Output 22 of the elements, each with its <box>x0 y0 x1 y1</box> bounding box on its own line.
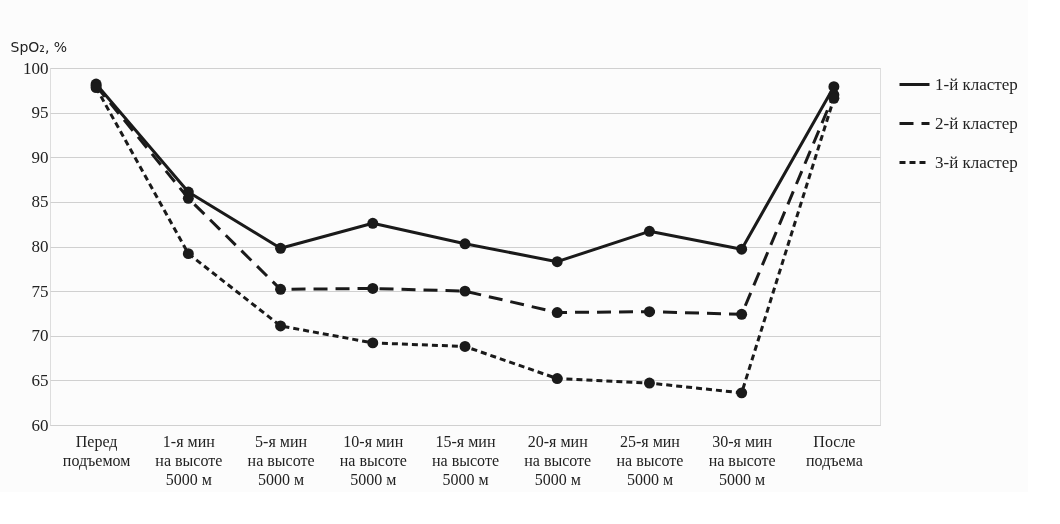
x-tick-label: 15-я мин на высоте 5000 м <box>432 432 499 488</box>
y-tick-label: 75 <box>31 281 49 301</box>
x-tick-label: 20-я мин на высоте 5000 м <box>524 432 592 488</box>
y-tick-label: 80 <box>31 237 49 256</box>
x-tick-label: 30-я мин на высоте 5000 м <box>708 432 776 488</box>
x-tick-label: 25-я мин на высоте 5000 м <box>616 432 684 488</box>
y-tick-label: 95 <box>31 103 49 123</box>
x-tick-label: 1-я мин на высоте 5000 м <box>155 432 223 488</box>
legend-label: 2-й кластер <box>935 113 1018 133</box>
y-tick-label: 85 <box>31 192 49 212</box>
x-tick-label: Перед подъемом <box>62 432 131 470</box>
y-tick-label: 60 <box>31 415 49 435</box>
x-tick-label: 5-я мин на высоте 5000 м <box>247 432 315 488</box>
x-tick-label: После подъема <box>806 432 863 470</box>
y-tick-label: 65 <box>31 370 49 390</box>
x-tick-label: 10-я мин на высоте 5000 м <box>339 432 407 488</box>
legend-label: 3-й кластер <box>935 152 1018 172</box>
y-tick-label: 70 <box>31 326 49 346</box>
y-axis-title: SpO₂, % <box>10 38 68 55</box>
y-tick-label: 90 <box>31 147 49 167</box>
y-tick-label: 100 <box>23 58 49 78</box>
legend-label: 1-й кластер <box>935 74 1018 94</box>
